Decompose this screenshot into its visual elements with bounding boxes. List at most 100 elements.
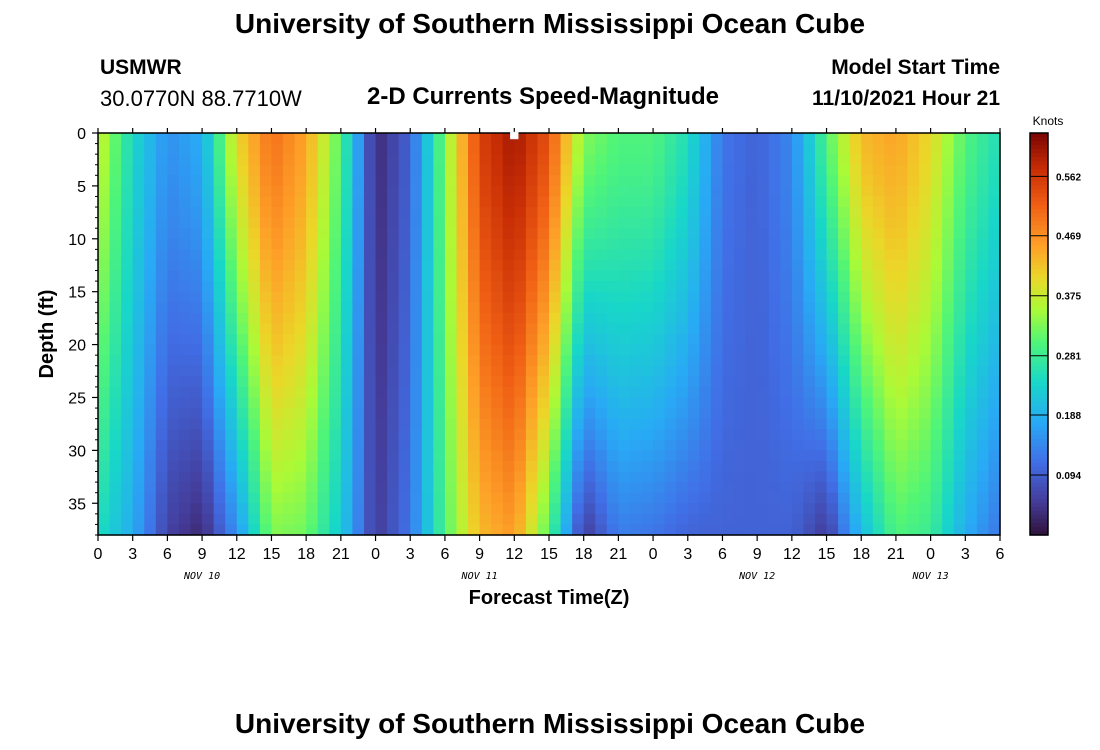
- heatmap-cell: [433, 376, 446, 388]
- heatmap-cell: [213, 376, 226, 388]
- heatmap-cell: [387, 217, 400, 229]
- heatmap-cell: [121, 450, 134, 462]
- colorbar-segment: [1030, 438, 1048, 444]
- heatmap-cell: [699, 217, 712, 229]
- heatmap-cell: [340, 281, 354, 293]
- heatmap-cell: [387, 524, 400, 536]
- heatmap-cell: [363, 524, 377, 536]
- heatmap-cell: [121, 164, 134, 176]
- heatmap-cell: [525, 228, 539, 240]
- heatmap-cell: [895, 460, 909, 473]
- heatmap-cell: [560, 259, 573, 272]
- heatmap-cell: [248, 334, 261, 346]
- heatmap-cell: [259, 185, 273, 198]
- heatmap-cell: [329, 249, 342, 261]
- heatmap-cell: [283, 185, 296, 198]
- heatmap-cell: [895, 503, 909, 515]
- heatmap-cell: [178, 418, 192, 430]
- heatmap-cell: [942, 429, 955, 441]
- heatmap-cell: [259, 302, 273, 314]
- heatmap-cell: [271, 429, 284, 441]
- heatmap-cell: [814, 418, 828, 430]
- heatmap-cell: [710, 154, 724, 166]
- heatmap-cell: [329, 429, 342, 441]
- heatmap-cell: [826, 228, 839, 240]
- heatmap-cell: [121, 344, 134, 356]
- heatmap-cell: [606, 143, 619, 155]
- heatmap-cell: [687, 429, 700, 441]
- heatmap-cell: [745, 482, 758, 494]
- heatmap-cell: [803, 154, 816, 166]
- heatmap-cell: [583, 450, 596, 462]
- heatmap-cell: [722, 397, 735, 409]
- heatmap-cell: [988, 471, 1001, 483]
- heatmap-cell: [988, 164, 1001, 176]
- heatmap-cell: [283, 503, 296, 515]
- heatmap-cell: [363, 249, 377, 261]
- heatmap-cell: [757, 154, 770, 166]
- heatmap-cell: [734, 418, 747, 430]
- heatmap-cell: [502, 376, 515, 388]
- heatmap-cell: [178, 450, 192, 462]
- heatmap-cell: [618, 460, 631, 473]
- heatmap-cell: [375, 291, 388, 303]
- heatmap-cell: [132, 460, 145, 473]
- heatmap-cell: [421, 344, 434, 356]
- heatmap-cell: [826, 450, 839, 462]
- heatmap-cell: [572, 302, 585, 314]
- heatmap-cell: [976, 376, 990, 388]
- heatmap-cell: [98, 217, 111, 229]
- heatmap-cell: [363, 238, 377, 250]
- heatmap-cell: [710, 133, 724, 145]
- heatmap-cell: [306, 238, 319, 250]
- heatmap-cell: [306, 397, 319, 409]
- heatmap-cell: [572, 217, 585, 229]
- heatmap-cell: [722, 513, 735, 526]
- heatmap-cell: [121, 302, 134, 314]
- heatmap-cell: [236, 439, 249, 451]
- heatmap-cell: [629, 154, 643, 166]
- heatmap-cell: [144, 291, 157, 303]
- heatmap-cell: [791, 281, 805, 293]
- heatmap-cell: [953, 312, 966, 325]
- heatmap-cell: [734, 503, 747, 515]
- heatmap-cell: [745, 312, 758, 325]
- heatmap-cell: [352, 238, 365, 250]
- heatmap-cell: [699, 270, 712, 282]
- heatmap-cell: [248, 323, 261, 335]
- heatmap-cell: [734, 143, 747, 155]
- heatmap-cell: [629, 238, 643, 250]
- heatmap-cell: [791, 503, 805, 515]
- heatmap-cell: [653, 408, 666, 420]
- heatmap-cell: [340, 460, 354, 473]
- x-tick-label: 21: [887, 546, 905, 563]
- heatmap-cell: [618, 334, 631, 346]
- heatmap-cell: [884, 312, 897, 325]
- heatmap-cell: [317, 281, 330, 293]
- heatmap-cell: [895, 482, 909, 494]
- heatmap-cell: [202, 175, 215, 187]
- colorbar-segment: [1030, 362, 1048, 367]
- heatmap-cell: [549, 291, 562, 303]
- heatmap-cell: [271, 355, 284, 367]
- heatmap-cell: [953, 154, 966, 166]
- heatmap-cell: [525, 334, 539, 346]
- heatmap-cell: [664, 439, 677, 451]
- heatmap-cell: [653, 450, 666, 462]
- heatmap-cell: [722, 408, 735, 420]
- heatmap-cell: [757, 185, 770, 198]
- heatmap-cell: [722, 429, 735, 441]
- heatmap-cell: [444, 386, 458, 399]
- colorbar-segment: [1030, 133, 1048, 138]
- heatmap-cell: [780, 143, 793, 155]
- heatmap-cell: [884, 143, 897, 155]
- heatmap-cell: [791, 418, 805, 430]
- heatmap-cell: [306, 207, 319, 219]
- heatmap-cell: [872, 492, 885, 504]
- heatmap-cell: [121, 386, 134, 399]
- heatmap-cell: [953, 482, 966, 494]
- heatmap-cell: [803, 460, 816, 473]
- heatmap-cell: [872, 355, 885, 367]
- heatmap-cell: [271, 207, 284, 219]
